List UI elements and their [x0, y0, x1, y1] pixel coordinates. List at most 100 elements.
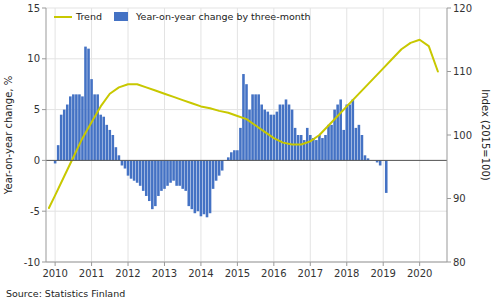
bar — [169, 160, 172, 182]
y-tick — [42, 58, 46, 59]
x-tick — [164, 262, 165, 266]
bar — [194, 160, 197, 213]
bar — [352, 99, 355, 160]
bar — [181, 160, 184, 188]
bar — [142, 160, 145, 190]
chart: 2010201120122013201420152016201720182019… — [0, 0, 493, 304]
y-tick-label: -5 — [30, 206, 40, 217]
bar — [233, 150, 236, 160]
bar — [191, 160, 194, 209]
bar — [266, 112, 269, 161]
bar — [112, 135, 115, 160]
bar — [358, 125, 361, 161]
x-tick — [200, 262, 201, 266]
bar — [279, 105, 282, 161]
bar — [297, 135, 300, 160]
x-grid-line — [164, 8, 165, 262]
bar — [124, 160, 127, 168]
bar — [172, 160, 175, 180]
y2-tick — [447, 71, 451, 72]
x-tick-label: 2020 — [407, 268, 432, 279]
x-tick-label: 2016 — [261, 268, 286, 279]
bar — [248, 110, 251, 161]
legend-swatch — [54, 16, 72, 18]
y2-tick-label: 80 — [453, 257, 466, 268]
bar — [218, 160, 221, 175]
bar — [291, 110, 294, 161]
bar — [81, 96, 84, 160]
y-tick-label: 10 — [27, 53, 40, 64]
y-axis-title: Year-on-year change, % — [3, 76, 14, 195]
bar — [300, 135, 303, 160]
legend: TrendYear-on-year change by three-month — [54, 11, 310, 22]
x-tick — [128, 262, 129, 266]
bar — [105, 125, 108, 161]
bar — [160, 160, 163, 190]
y-tick — [42, 160, 46, 161]
bar — [312, 138, 315, 160]
bar — [99, 115, 102, 161]
x-grid-line — [91, 8, 92, 262]
x-tick-label: 2019 — [370, 268, 395, 279]
y2-tick — [447, 8, 451, 9]
bar — [175, 160, 178, 185]
bar — [245, 84, 248, 160]
bar — [336, 105, 339, 161]
y-axis-line — [46, 8, 47, 262]
bar — [145, 160, 148, 196]
x-grid-line — [383, 8, 384, 262]
bar — [364, 155, 367, 160]
y-tick — [42, 109, 46, 110]
bar — [324, 135, 327, 160]
y-tick-label: 15 — [27, 3, 40, 14]
x-tick — [237, 262, 238, 266]
bar — [184, 160, 187, 190]
tick-labels: 2010201120122013201420152016201720182019… — [24, 3, 472, 280]
legend-swatch — [114, 12, 128, 21]
bar — [206, 160, 209, 217]
bar — [276, 112, 279, 161]
y2-axis-title: Index (2015=100) — [480, 89, 491, 181]
bar — [166, 160, 169, 185]
bar — [78, 94, 81, 160]
bar — [309, 135, 312, 160]
bar — [163, 160, 166, 188]
bar — [96, 94, 99, 160]
bar — [57, 145, 60, 160]
bar — [69, 96, 72, 160]
bar — [127, 160, 130, 175]
x-grid-line — [273, 8, 274, 262]
bar — [339, 99, 342, 160]
grid — [46, 8, 447, 262]
bar — [121, 160, 124, 165]
bar — [60, 115, 63, 161]
legend-entry: Year-on-year change by three-month — [135, 11, 310, 22]
x-tick-label: 2013 — [152, 268, 177, 279]
bar — [109, 130, 112, 160]
bar — [151, 160, 154, 209]
bar — [72, 94, 75, 160]
bar — [130, 160, 133, 178]
y-grid-line — [46, 160, 447, 161]
bar — [379, 160, 382, 165]
x-grid-line — [346, 8, 347, 262]
bar — [288, 105, 291, 161]
y2-tick — [447, 262, 451, 263]
y-grid-line — [46, 211, 447, 212]
y2-tick-label: 100 — [453, 130, 472, 141]
bar — [115, 147, 118, 160]
bar — [327, 125, 330, 161]
x-tick-label: 2015 — [225, 268, 250, 279]
bar — [285, 99, 288, 160]
y2-tick-label: 90 — [453, 193, 466, 204]
x-tick-label: 2010 — [42, 268, 67, 279]
bar — [139, 160, 142, 185]
bar — [133, 160, 136, 180]
bar — [263, 110, 266, 161]
bar — [212, 160, 215, 188]
x-tick — [310, 262, 311, 266]
bar — [318, 135, 321, 160]
y-tick — [42, 211, 46, 212]
bar — [84, 47, 87, 161]
y-tick-label: 0 — [34, 155, 40, 166]
